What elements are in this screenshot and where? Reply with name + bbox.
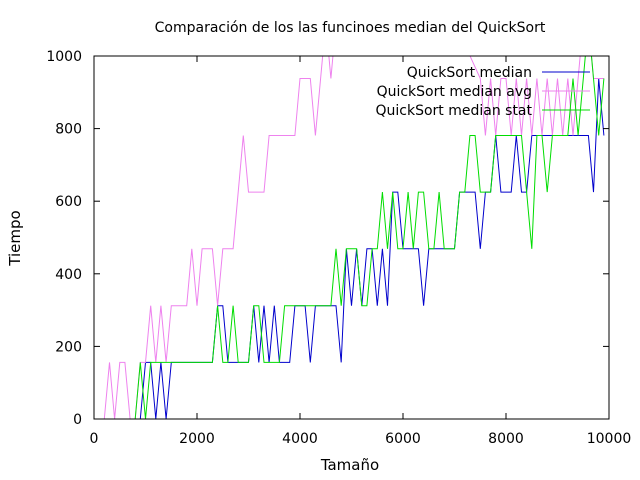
legend-label-1: QuickSort median [407, 65, 532, 81]
y-axis-title: Tiempo [6, 210, 24, 266]
x-axis: 0 2000 4000 6000 8000 10000 [90, 56, 632, 447]
legend-label-3: QuickSort median stat [375, 103, 532, 119]
y-tick-label: 0 [73, 412, 82, 428]
x-tick-label: 6000 [385, 431, 421, 447]
plot-frame [93, 55, 610, 420]
x-tick-label: 2000 [179, 431, 215, 447]
x-axis-title: Tamaño [320, 456, 379, 474]
series-layer [103, 56, 605, 419]
x-tick-label: 10000 [587, 431, 632, 447]
y-tick-label: 400 [55, 267, 82, 283]
chart-title: Comparación de los las funcinoes median … [155, 20, 546, 36]
y-tick-label: 600 [55, 194, 82, 210]
y-tick-label: 1000 [46, 49, 82, 65]
y-tick-label: 200 [55, 339, 82, 355]
x-tick-label: 8000 [488, 431, 524, 447]
series-line-3 [134, 56, 605, 419]
y-axis: 0 200 400 600 800 1000 [46, 49, 609, 428]
x-tick-label: 4000 [282, 431, 318, 447]
legend-label-2: QuickSort median avg [377, 84, 532, 100]
y-tick-label: 800 [55, 122, 82, 138]
x-tick-label: 0 [90, 431, 99, 447]
series-line-2 [103, 56, 604, 419]
legend: QuickSort median QuickSort median avg Quic… [375, 65, 590, 119]
